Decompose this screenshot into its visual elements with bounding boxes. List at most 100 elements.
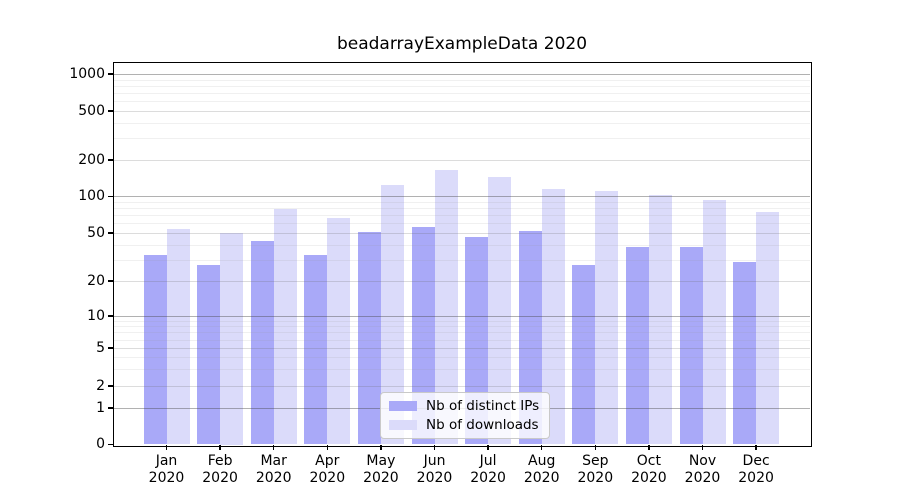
x-tick-label: May 2020 xyxy=(341,453,421,487)
y-tick-mark xyxy=(108,315,113,317)
y-tick-label: 1 xyxy=(96,399,105,416)
x-tick-year: 2020 xyxy=(363,470,399,486)
legend-entry: Nb of distinct IPs xyxy=(389,398,539,414)
y-tick-label: 1000 xyxy=(69,65,105,82)
legend-label: Nb of distinct IPs xyxy=(426,398,540,414)
x-tick-label: Jul 2020 xyxy=(448,453,528,487)
x-tick-mark xyxy=(594,445,596,450)
gridline xyxy=(114,348,810,349)
y-tick-mark xyxy=(108,347,113,349)
minor-gridline xyxy=(114,138,810,140)
minor-gridline xyxy=(114,202,810,204)
minor-gridline xyxy=(114,215,810,217)
x-tick-month: Dec xyxy=(742,453,770,469)
x-tick-mark xyxy=(701,445,704,450)
bar-downloads xyxy=(702,200,726,445)
y-tick-label: 50 xyxy=(87,224,105,241)
legend-label: Nb of downloads xyxy=(426,417,539,433)
x-tick-mark xyxy=(433,445,436,450)
x-tick-mark xyxy=(380,445,382,450)
minor-gridline xyxy=(114,93,810,95)
y-tick-label: 2 xyxy=(96,377,105,394)
y-tick-mark xyxy=(108,443,113,446)
x-tick-month: Apr xyxy=(315,453,340,469)
y-tick-mark xyxy=(108,280,113,282)
x-tick-year: 2020 xyxy=(631,470,667,486)
x-tick-mark xyxy=(487,445,489,450)
major-gridline xyxy=(114,73,810,75)
bar-downloads xyxy=(434,170,458,445)
bar-downloads xyxy=(488,176,512,445)
bar-distinct-ips xyxy=(304,254,328,445)
bar-downloads xyxy=(380,184,404,445)
minor-gridline xyxy=(114,208,810,210)
gridline xyxy=(114,386,810,387)
bar-downloads xyxy=(756,212,780,445)
x-tick-mark xyxy=(541,445,543,450)
bar-distinct-ips xyxy=(143,254,167,445)
x-tick-month: Feb xyxy=(207,453,233,469)
chart-title: beadarrayExampleData 2020 xyxy=(336,34,588,54)
x-tick-mark xyxy=(165,445,168,450)
legend-swatch-downloads xyxy=(389,419,417,431)
x-tick-mark xyxy=(326,445,328,450)
bar-distinct-ips xyxy=(733,261,757,445)
x-tick-label: Nov 2020 xyxy=(663,453,743,487)
x-tick-label: Mar 2020 xyxy=(234,453,314,487)
x-tick-year: 2020 xyxy=(202,470,238,486)
x-tick-year: 2020 xyxy=(577,470,614,486)
bar-distinct-ips xyxy=(518,230,542,445)
x-tick-month: Aug xyxy=(528,453,556,469)
x-tick-mark xyxy=(755,445,757,450)
bar-distinct-ips xyxy=(357,231,381,445)
major-gridline xyxy=(114,315,810,317)
x-tick-year: 2020 xyxy=(309,470,346,486)
y-tick-label: 20 xyxy=(87,272,105,289)
x-tick-mark xyxy=(648,445,650,450)
bar-distinct-ips xyxy=(411,227,435,445)
gridline xyxy=(114,233,810,234)
x-tick-label: Jan 2020 xyxy=(127,453,207,487)
x-tick-label: Apr 2020 xyxy=(287,453,367,487)
x-tick-month: Jul xyxy=(479,453,497,469)
bar-downloads xyxy=(220,233,244,445)
bar-distinct-ips xyxy=(572,265,596,445)
y-tick-label: 100 xyxy=(78,188,105,204)
x-tick-label: Oct 2020 xyxy=(609,453,689,487)
x-tick-year: 2020 xyxy=(416,470,453,486)
minor-gridline xyxy=(114,79,810,81)
y-tick-label: 200 xyxy=(78,151,105,168)
x-tick-month: Oct xyxy=(636,453,661,469)
bar-distinct-ips xyxy=(625,247,649,445)
x-tick-month: Nov xyxy=(688,453,717,469)
x-tick-month: May xyxy=(366,453,396,469)
bar-downloads xyxy=(166,228,190,445)
y-tick-label: 5 xyxy=(96,339,105,356)
y-tick-label: 500 xyxy=(78,102,105,119)
y-tick-mark xyxy=(108,232,113,234)
x-tick-year: 2020 xyxy=(684,470,721,486)
x-tick-year: 2020 xyxy=(148,470,185,486)
y-tick-mark xyxy=(108,407,113,409)
minor-gridline xyxy=(114,85,810,87)
x-tick-label: Feb 2020 xyxy=(180,453,260,487)
minor-gridline xyxy=(114,332,810,334)
minor-gridline xyxy=(114,320,810,322)
bar-distinct-ips xyxy=(250,240,274,445)
x-tick-month: Jun xyxy=(423,453,446,469)
x-tick-label: Jun 2020 xyxy=(395,453,475,487)
minor-gridline xyxy=(114,357,810,359)
y-tick-mark xyxy=(108,73,113,75)
x-tick-year: 2020 xyxy=(738,470,774,486)
y-tick-mark xyxy=(108,385,113,387)
minor-gridline xyxy=(114,122,810,124)
minor-gridline xyxy=(114,101,810,103)
major-gridline xyxy=(114,196,810,198)
x-tick-mark xyxy=(273,445,275,450)
legend-entry: Nb of downloads xyxy=(389,417,539,433)
x-tick-year: 2020 xyxy=(523,470,560,486)
bar-distinct-ips xyxy=(679,247,703,445)
minor-gridline xyxy=(114,244,810,246)
x-tick-mark xyxy=(219,445,221,450)
